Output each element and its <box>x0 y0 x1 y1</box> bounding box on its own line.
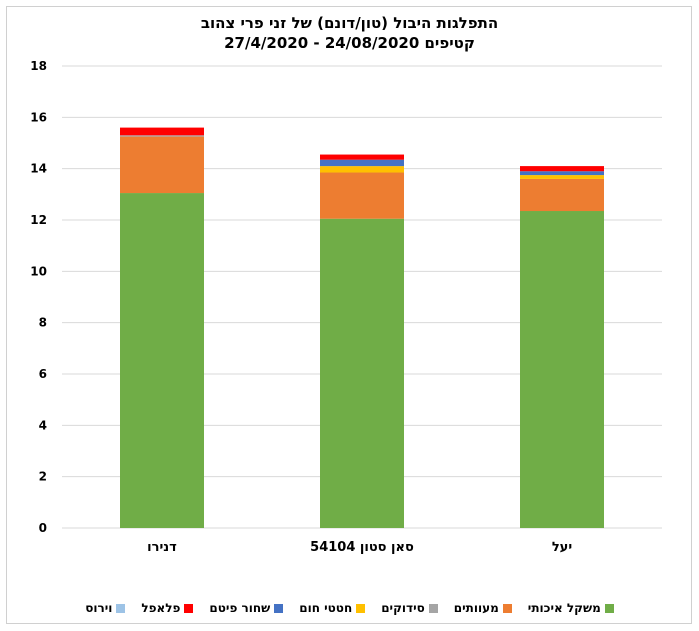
y-tick-label: 0 <box>39 521 47 535</box>
chart-title: התפלגות היבול (טון/דונם) של זני פרי צהוב <box>200 14 499 32</box>
legend-swatch <box>502 603 512 613</box>
axis-labels: 0 2 4 6 8 10 12 14 16 18 דנירו סאן סטון 54104 יעל <box>30 59 572 555</box>
legend-swatch <box>184 603 194 613</box>
bar-segment <box>520 178 604 212</box>
legend-item: חטטי חום <box>299 601 366 615</box>
legend-label: חטטי חום <box>299 601 353 615</box>
bar-segment <box>120 127 204 136</box>
bar-segment <box>320 166 404 173</box>
x-category-label: דנירו <box>147 540 177 555</box>
legend-label: פלאפל <box>141 601 181 615</box>
bar-segment <box>320 154 404 160</box>
y-tick-label: 4 <box>39 418 47 432</box>
legend-label: וירוס <box>85 601 113 615</box>
y-tick-label: 2 <box>39 470 47 484</box>
legend-item: פלאפל <box>141 601 194 615</box>
bar-segment <box>320 159 404 167</box>
bar-segment <box>520 171 604 176</box>
y-tick-label: 6 <box>39 367 47 381</box>
chart-subtitle: קטיפים 24/08/2020 - 27/4/2020 <box>224 34 475 52</box>
x-category-label: יעל <box>552 540 572 555</box>
legend-swatch <box>116 603 126 613</box>
legend-swatch <box>604 603 614 613</box>
legend-swatch <box>428 603 438 613</box>
bar-segment <box>120 135 204 137</box>
bar-segment <box>520 166 604 172</box>
y-tick-label: 16 <box>30 110 47 124</box>
legend-label: סידוקים <box>381 601 425 615</box>
y-tick-label: 8 <box>39 316 47 330</box>
bar-segment <box>120 136 204 194</box>
bars <box>120 127 604 529</box>
legend-swatch <box>274 603 284 613</box>
x-category-label: סאן סטון 54104 <box>310 540 414 555</box>
legend-label: שחור פיטם <box>209 601 271 615</box>
bar-segment <box>320 172 404 219</box>
bar-segment <box>520 211 604 528</box>
legend-swatch <box>356 603 366 613</box>
bar-segment <box>120 193 204 529</box>
legend-item: וירוס <box>85 601 126 615</box>
legend-item: מעוותים <box>454 601 512 615</box>
bar-segment <box>320 218 404 528</box>
legend: משקל איכותי מעוותים סידוקים חטטי חום שחור פי… <box>0 597 699 619</box>
legend-item: משקל איכותי <box>528 601 614 615</box>
legend-label: מעוותים <box>453 601 499 615</box>
y-tick-label: 14 <box>30 162 47 176</box>
bar-segment <box>520 175 604 179</box>
y-tick-label: 18 <box>30 59 47 73</box>
legend-label: משקל איכותי <box>527 601 601 615</box>
legend-item: שחור פיטם <box>209 601 284 615</box>
y-tick-label: 12 <box>30 213 47 227</box>
legend-item: סידוקים <box>381 601 438 615</box>
y-tick-label: 10 <box>30 264 47 278</box>
